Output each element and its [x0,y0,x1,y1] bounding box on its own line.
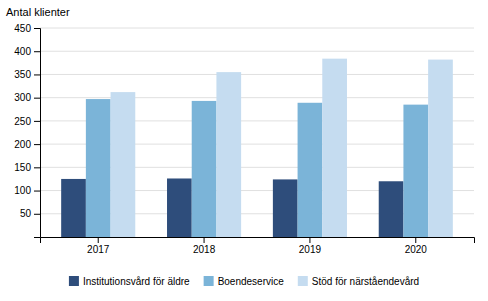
y-axis-label: Antal klienter [6,6,70,18]
y-tick-mark [34,28,40,29]
bar [428,60,453,237]
grid-line [40,74,474,75]
y-tick-mark [34,121,40,122]
bar [216,72,241,237]
bar [61,179,86,237]
y-axis-line [34,29,41,238]
bars [61,59,453,237]
bar [298,103,323,237]
legend-item: Stöd för närståendevård [298,276,419,287]
y-tick-mark [34,191,40,192]
y-tick-label: 450 [14,23,31,34]
x-tick-mark [415,237,416,243]
y-tick-label: 200 [14,139,31,150]
y-tick-label: 50 [20,208,32,219]
bar-series [86,99,428,237]
y-tick: 100 [14,185,40,196]
x-axis: 2017 2018 2019 2020 [41,237,475,255]
x-tick: 2019 [299,237,322,255]
y-tick: 150 [14,162,40,173]
bar [379,181,404,237]
y-tick: 450 [14,23,40,34]
y-tick: 200 [14,139,40,150]
bar-series [111,59,453,237]
y-tick-mark [34,144,40,145]
legend-item: Boendeservice [204,276,285,287]
bar [322,59,347,237]
legend-swatch [204,276,214,286]
y-tick: 350 [14,69,40,80]
x-tick-mark [309,237,310,243]
y-tick-label: 100 [14,185,31,196]
y-tick-mark [34,51,40,52]
legend-label: Institutionsvård för äldre [83,276,190,287]
x-tick-label: 2017 [87,244,110,255]
grid-line [40,97,474,98]
bar [167,178,192,237]
y-tick-label: 400 [14,46,31,57]
y-tick-mark [34,98,40,99]
y-tick: 50 [20,208,40,219]
y-tick-mark [34,74,40,75]
chart-svg: 5010015020025030035040045020172018201920… [0,0,488,301]
y-tick-mark [34,214,40,215]
legend-label: Boendeservice [218,276,285,287]
x-tick-mark [204,237,205,243]
plot: 5010015020025030035040045020172018201920… [14,23,474,255]
y-tick: 250 [14,116,40,127]
bar [403,105,428,237]
legend-swatch [69,276,79,286]
legend-label: Stöd för närståendevård [312,276,419,287]
y-tick-label: 250 [14,116,31,127]
x-tick-label: 2019 [299,244,322,255]
x-tick-label: 2020 [405,244,428,255]
grid-line [40,28,474,29]
legend-item: Institutionsvård för äldre [69,276,190,287]
y-tick-mark [34,167,40,168]
bar [273,179,298,237]
x-tick-mark [98,237,99,243]
chart-container: 5010015020025030035040045020172018201920… [0,0,488,301]
x-tick: 2018 [193,237,216,255]
x-tick: 2017 [87,237,110,255]
x-tick-label: 2018 [193,244,216,255]
bar [111,92,136,237]
x-tick: 2020 [405,237,428,255]
y-tick: 300 [14,92,40,103]
y-tick-label: 150 [14,162,31,173]
y-tick: 400 [14,46,40,57]
grid-line [40,51,474,52]
x-axis-line [41,238,475,244]
legend-swatch [298,276,308,286]
bar [86,99,111,237]
y-tick-label: 300 [14,92,31,103]
y-tick-label: 350 [14,69,31,80]
y-axis: 50 100 150 200 250 300 350 400 450 [14,23,40,238]
legend: Institutionsvård för äldre Boendeservice S… [69,276,419,287]
bar [192,101,217,237]
